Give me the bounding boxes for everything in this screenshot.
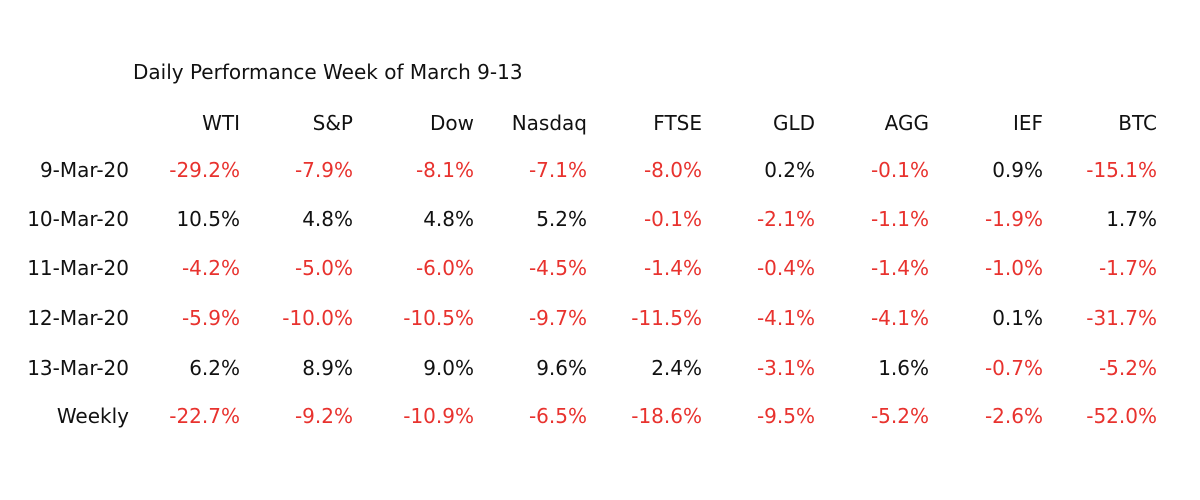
- table-cell: -1.0%: [984, 256, 1043, 280]
- table-cell: -9.7%: [528, 306, 587, 330]
- table-cell: -1.9%: [984, 207, 1043, 231]
- table-cell: 4.8%: [423, 207, 474, 231]
- table-cell: 5.2%: [536, 207, 587, 231]
- table-cell: -8.0%: [643, 158, 702, 182]
- table-cell: -3.1%: [756, 356, 815, 380]
- table-cell: -5.2%: [1098, 356, 1157, 380]
- table-cell: -5.2%: [870, 404, 929, 428]
- table-cell: -15.1%: [1086, 158, 1157, 182]
- row-label: 12-Mar-20: [27, 306, 129, 330]
- table-cell: 6.2%: [189, 356, 240, 380]
- column-header: WTI: [202, 111, 240, 135]
- table-cell: -4.1%: [870, 306, 929, 330]
- table-cell: 2.4%: [651, 356, 702, 380]
- table-cell: 0.9%: [992, 158, 1043, 182]
- table-cell: 1.6%: [878, 356, 929, 380]
- row-label: 10-Mar-20: [27, 207, 129, 231]
- table-cell: -2.1%: [756, 207, 815, 231]
- table-title: Daily Performance Week of March 9-13: [133, 60, 523, 84]
- table-cell: -31.7%: [1086, 306, 1157, 330]
- table-cell: -1.1%: [870, 207, 929, 231]
- row-label: 13-Mar-20: [27, 356, 129, 380]
- table-cell: -5.9%: [181, 306, 240, 330]
- table-cell: -6.0%: [415, 256, 474, 280]
- table-cell: 9.0%: [423, 356, 474, 380]
- table-cell: -8.1%: [415, 158, 474, 182]
- table-cell: -1.7%: [1098, 256, 1157, 280]
- column-header: Dow: [430, 111, 474, 135]
- table-cell: 9.6%: [536, 356, 587, 380]
- table-cell: -11.5%: [631, 306, 702, 330]
- table-cell: 0.1%: [992, 306, 1043, 330]
- table-cell: -10.0%: [282, 306, 353, 330]
- table-cell: -0.7%: [984, 356, 1043, 380]
- row-label: Weekly: [56, 404, 129, 428]
- table-cell: 10.5%: [176, 207, 240, 231]
- table-cell: -2.6%: [984, 404, 1043, 428]
- table-cell: -22.7%: [169, 404, 240, 428]
- table-cell: -0.1%: [870, 158, 929, 182]
- table-cell: -5.0%: [294, 256, 353, 280]
- table-cell: -4.2%: [181, 256, 240, 280]
- table-cell: -9.5%: [756, 404, 815, 428]
- row-label: 9-Mar-20: [39, 158, 129, 182]
- column-header: BTC: [1118, 111, 1157, 135]
- table-cell: -7.1%: [528, 158, 587, 182]
- column-header: S&P: [312, 111, 353, 135]
- column-header: GLD: [772, 111, 815, 135]
- column-header: AGG: [884, 111, 929, 135]
- table-cell: 1.7%: [1106, 207, 1157, 231]
- table-cell: -6.5%: [528, 404, 587, 428]
- row-label: 11-Mar-20: [27, 256, 129, 280]
- column-header: FTSE: [653, 111, 702, 135]
- column-header: IEF: [1012, 111, 1043, 135]
- table-cell: -0.4%: [756, 256, 815, 280]
- table-cell: 4.8%: [302, 207, 353, 231]
- table-cell: -1.4%: [643, 256, 702, 280]
- table-cell: -0.1%: [643, 207, 702, 231]
- table-cell: -10.9%: [403, 404, 474, 428]
- table-cell: -10.5%: [403, 306, 474, 330]
- table-cell: -4.1%: [756, 306, 815, 330]
- table-cell: 8.9%: [302, 356, 353, 380]
- table-cell: -7.9%: [294, 158, 353, 182]
- table-cell: -52.0%: [1086, 404, 1157, 428]
- table-cell: -29.2%: [169, 158, 240, 182]
- table-cell: 0.2%: [764, 158, 815, 182]
- table-cell: -9.2%: [294, 404, 353, 428]
- table-cell: -18.6%: [631, 404, 702, 428]
- table-cell: -4.5%: [528, 256, 587, 280]
- table-cell: -1.4%: [870, 256, 929, 280]
- column-header: Nasdaq: [511, 111, 587, 135]
